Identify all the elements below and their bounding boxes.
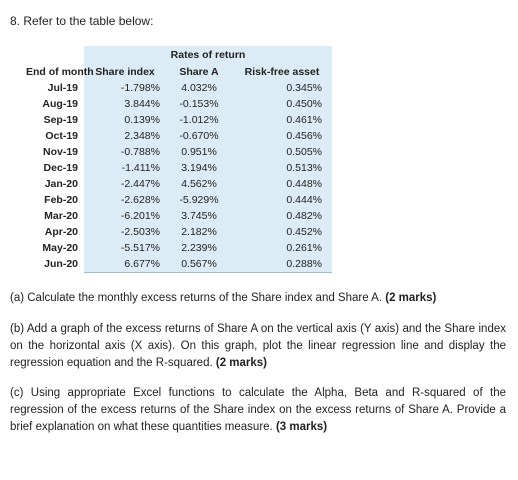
risk-free-cell: 0.456% bbox=[232, 128, 333, 144]
month-cell: Jan-20 bbox=[20, 176, 84, 192]
risk-free-cell: 0.461% bbox=[232, 112, 333, 128]
month-cell: May-20 bbox=[20, 240, 84, 256]
question-heading: 8. Refer to the table below: bbox=[10, 14, 154, 28]
share-index-cell: -5.517% bbox=[84, 240, 166, 256]
table-row: Nov-19 -0.788% 0.951% 0.505% bbox=[20, 144, 333, 160]
month-cell: Aug-19 bbox=[20, 96, 84, 112]
part-a-marks: (2 marks) bbox=[385, 292, 437, 304]
table-group-header-row: Rates of return bbox=[20, 46, 333, 64]
share-index-cell: -2.447% bbox=[84, 176, 166, 192]
question-part-b: (b) Add a graph of the excess returns of… bbox=[10, 321, 506, 372]
risk-free-cell: 0.345% bbox=[232, 80, 333, 96]
table-body: Jul-19 -1.798% 4.032% 0.345% Aug-19 3.84… bbox=[20, 80, 333, 273]
question-part-c: (c) Using appropriate Excel functions to… bbox=[10, 385, 506, 436]
share-a-cell: 4.562% bbox=[166, 176, 232, 192]
risk-free-cell: 0.288% bbox=[232, 256, 333, 273]
share-index-cell: -1.411% bbox=[84, 160, 166, 176]
month-cell: Jul-19 bbox=[20, 80, 84, 96]
risk-free-cell: 0.505% bbox=[232, 144, 333, 160]
share-a-cell: 0.567% bbox=[166, 256, 232, 273]
share-a-cell: 2.182% bbox=[166, 224, 232, 240]
share-index-cell: -6.201% bbox=[84, 208, 166, 224]
table-row: Apr-20 -2.503% 2.182% 0.452% bbox=[20, 224, 333, 240]
share-a-cell: 3.745% bbox=[166, 208, 232, 224]
table-row: May-20 -5.517% 2.239% 0.261% bbox=[20, 240, 333, 256]
month-cell: Nov-19 bbox=[20, 144, 84, 160]
risk-free-cell: 0.482% bbox=[232, 208, 333, 224]
share-a-cell: -0.153% bbox=[166, 96, 232, 112]
table-group-header: Rates of return bbox=[84, 46, 333, 64]
share-a-cell: 3.194% bbox=[166, 160, 232, 176]
share-index-cell: 2.348% bbox=[84, 128, 166, 144]
share-index-cell: -2.628% bbox=[84, 192, 166, 208]
column-header-risk-free: Risk-free asset bbox=[232, 64, 333, 80]
table-row: Feb-20 -2.628% -5.929% 0.444% bbox=[20, 192, 333, 208]
risk-free-cell: 0.513% bbox=[232, 160, 333, 176]
share-a-cell: -1.012% bbox=[166, 112, 232, 128]
column-header-month: End of month bbox=[20, 64, 94, 80]
month-cell: Mar-20 bbox=[20, 208, 84, 224]
table-blank-cell bbox=[20, 46, 84, 64]
risk-free-cell: 0.452% bbox=[232, 224, 333, 240]
question-part-a: (a) Calculate the monthly excess returns… bbox=[10, 290, 506, 307]
share-a-cell: -5.929% bbox=[166, 192, 232, 208]
table-row: Mar-20 -6.201% 3.745% 0.482% bbox=[20, 208, 333, 224]
share-a-cell: -0.670% bbox=[166, 128, 232, 144]
month-cell: Dec-19 bbox=[20, 160, 84, 176]
month-cell: Oct-19 bbox=[20, 128, 84, 144]
risk-free-cell: 0.448% bbox=[232, 176, 333, 192]
month-cell: Sep-19 bbox=[20, 112, 84, 128]
table-row: Jul-19 -1.798% 4.032% 0.345% bbox=[20, 80, 333, 96]
part-b-text: (b) Add a graph of the excess returns of… bbox=[10, 323, 506, 369]
table-row: Oct-19 2.348% -0.670% 0.456% bbox=[20, 128, 333, 144]
share-a-cell: 2.239% bbox=[166, 240, 232, 256]
part-c-text: (c) Using appropriate Excel functions to… bbox=[10, 387, 506, 433]
risk-free-cell: 0.444% bbox=[232, 192, 333, 208]
table-row: Jan-20 -2.447% 4.562% 0.448% bbox=[20, 176, 333, 192]
month-cell: Apr-20 bbox=[20, 224, 84, 240]
share-index-cell: 3.844% bbox=[84, 96, 166, 112]
part-b-marks: (2 marks) bbox=[215, 357, 267, 369]
month-cell: Jun-20 bbox=[20, 256, 84, 273]
part-a-text: (a) Calculate the monthly excess returns… bbox=[10, 292, 386, 304]
share-index-cell: -0.788% bbox=[84, 144, 166, 160]
table-row: Jun-20 6.677% 0.567% 0.288% bbox=[20, 256, 333, 273]
part-c-marks: (3 marks) bbox=[275, 421, 328, 433]
share-index-cell: 0.139% bbox=[84, 112, 166, 128]
share-a-cell: 4.032% bbox=[166, 80, 232, 96]
table-row: Aug-19 3.844% -0.153% 0.450% bbox=[20, 96, 333, 112]
table-row: Dec-19 -1.411% 3.194% 0.513% bbox=[20, 160, 333, 176]
risk-free-cell: 0.450% bbox=[232, 96, 333, 112]
table-row: Sep-19 0.139% -1.012% 0.461% bbox=[20, 112, 333, 128]
share-a-cell: 0.951% bbox=[166, 144, 232, 160]
risk-free-cell: 0.261% bbox=[232, 240, 333, 256]
share-index-cell: -2.503% bbox=[84, 224, 166, 240]
column-header-share-index: Share index bbox=[84, 64, 166, 80]
returns-table-container: Rates of return End of month Share index… bbox=[20, 46, 333, 273]
month-cell: Feb-20 bbox=[20, 192, 84, 208]
share-index-cell: -1.798% bbox=[84, 80, 166, 96]
share-index-cell: 6.677% bbox=[84, 256, 166, 273]
table-header-row: End of month Share index Share A Risk-fr… bbox=[20, 64, 333, 80]
returns-table: Rates of return End of month Share index… bbox=[20, 46, 333, 273]
column-header-share-a: Share A bbox=[166, 64, 232, 80]
